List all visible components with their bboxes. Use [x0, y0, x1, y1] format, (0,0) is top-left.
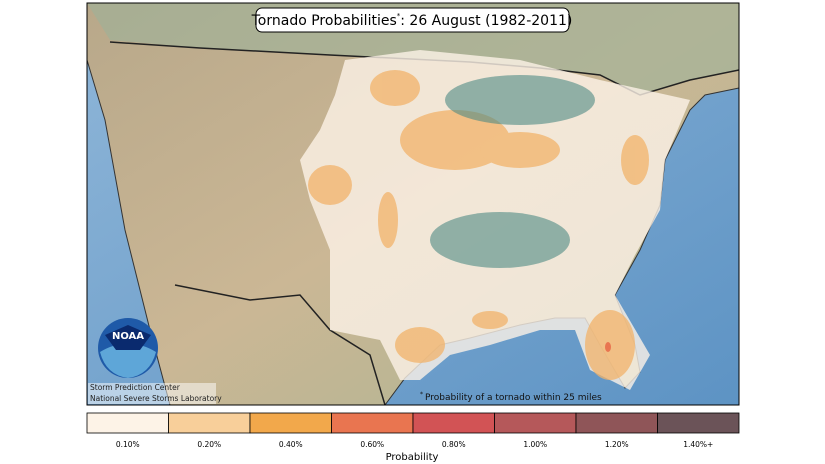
credits-box [88, 383, 216, 404]
footnote-marker: * [420, 391, 423, 398]
legend-swatch [657, 412, 740, 434]
credit: Storm Prediction Center [90, 383, 181, 392]
probability-low [430, 75, 595, 268]
legend-item-label: 0.60% [360, 440, 384, 449]
legend-swatch [168, 412, 251, 434]
logo-text: NOAA [112, 331, 144, 342]
footnote-text: Probability of a tornado within 25 miles [425, 393, 602, 403]
border [174, 284, 386, 405]
legend-swatch [412, 412, 495, 434]
credit: National Severe Storms Laboratory [90, 394, 222, 403]
legend-item-label: 0.10% [116, 440, 140, 449]
footnote: * Probability of a tornado within 25 mile… [420, 391, 602, 403]
title: Tornado Probabilities*: 26 August (1982-… [251, 12, 573, 29]
legend-item-label: 1.00% [523, 440, 547, 449]
legend-swatch [494, 412, 577, 434]
map [87, 3, 739, 405]
noaa-logo: NOAA [98, 318, 158, 378]
title-box [255, 7, 570, 33]
legend: 0.10% 0.20% 0.40% 0.60% 0.80% 1.00% 1.20% 1.40%… [86, 412, 740, 449]
legend-swatch [86, 412, 169, 434]
title-rest: : 26 August (1982-2011) [400, 13, 572, 29]
probability-0-40 [605, 342, 611, 352]
title-marker: * [397, 12, 401, 20]
legend-item-label: 0.80% [442, 440, 466, 449]
legend-swatch [249, 412, 332, 434]
legend-swatch [575, 412, 658, 434]
probability-0-20 [308, 70, 649, 380]
legend-item-label: 1.20% [605, 440, 629, 449]
legend-swatch [331, 412, 414, 434]
title-main: Tornado Probabilities [251, 13, 397, 29]
legend-item-label: 1.40%+ [683, 440, 713, 449]
map-frame [86, 2, 740, 406]
legend-label: Probability [386, 452, 439, 463]
legend-item-label: 0.40% [279, 440, 303, 449]
legend-item-label: 0.20% [197, 440, 221, 449]
